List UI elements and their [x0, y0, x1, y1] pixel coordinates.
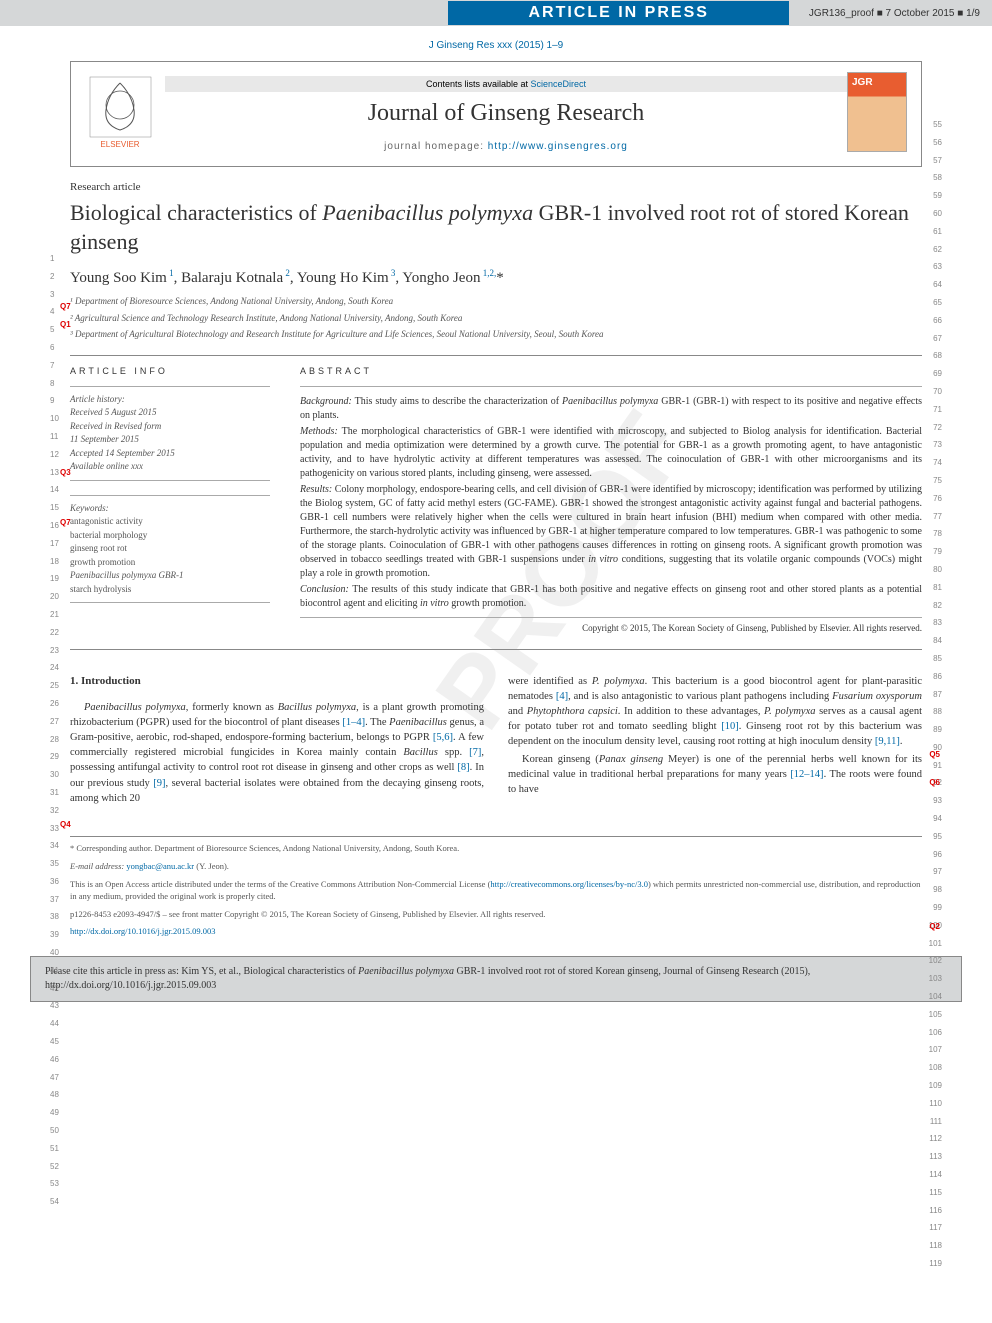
article-history: Article history: Received 5 August 2015 …	[70, 386, 270, 481]
body-column-left: 1. Introduction Paenibacillus polymyxa, …	[70, 674, 484, 808]
ref-link[interactable]: [12–14]	[790, 769, 823, 780]
ref-link[interactable]: [10]	[721, 721, 739, 732]
article-type: Research article	[70, 181, 922, 193]
footer-notes: * Corresponding author. Department of Bi…	[70, 836, 922, 938]
license-link[interactable]: http://creativecommons.org/licenses/by-n…	[490, 879, 648, 889]
ref-link[interactable]: [8]	[457, 762, 469, 773]
article-info-label: ARTICLE INFO	[70, 366, 270, 376]
header-center: Contents lists available at ScienceDirec…	[165, 72, 847, 152]
query-q5: Q5	[929, 750, 940, 759]
content-area: Research article Biological characterist…	[70, 181, 922, 938]
journal-citation: J Ginseng Res xxx (2015) 1–9	[0, 40, 992, 51]
homepage-link[interactable]: http://www.ginsengres.org	[488, 141, 628, 152]
journal-header: ELSEVIER Contents lists available at Sci…	[70, 61, 922, 167]
email-line: E-mail address: yongbac@anu.ac.kr (Y. Je…	[70, 861, 922, 873]
journal-homepage: journal homepage: http://www.ginsengres.…	[165, 141, 847, 152]
doi-link[interactable]: http://dx.doi.org/10.1016/j.jgr.2015.09.…	[70, 926, 216, 936]
page: ARTICLE IN PRESS JGR136_proof ■ 7 Octobe…	[0, 0, 992, 1323]
license-text: This is an Open Access article distribut…	[70, 879, 922, 903]
body-text: 1. Introduction Paenibacillus polymyxa, …	[70, 674, 922, 808]
abstract-copyright: Copyright © 2015, The Korean Society of …	[300, 617, 922, 635]
elsevier-logo: ELSEVIER	[85, 72, 155, 152]
query-q2: Q2	[929, 922, 940, 931]
ref-link[interactable]: [7]	[469, 747, 481, 758]
ref-link[interactable]: [1–4]	[342, 717, 365, 728]
ref-link[interactable]: [5,6]	[433, 732, 453, 743]
affiliation-1: ¹ Department of Bioresource Sciences, An…	[70, 295, 922, 308]
ref-link[interactable]: [4]	[556, 691, 568, 702]
abstract-label: ABSTRACT	[300, 366, 922, 376]
email-link[interactable]: yongbac@anu.ac.kr	[126, 861, 194, 871]
svg-text:ELSEVIER: ELSEVIER	[100, 140, 139, 149]
article-info-column: ARTICLE INFO Article history: Received 5…	[70, 366, 270, 635]
contents-available: Contents lists available at ScienceDirec…	[165, 76, 847, 92]
ref-link[interactable]: [9]	[153, 778, 165, 789]
affiliation-2: ² Agricultural Science and Technology Re…	[70, 312, 922, 325]
line-numbers-right: 5556575859606162636465666768697071727374…	[929, 116, 942, 1273]
article-in-press-badge: ARTICLE IN PRESS	[448, 1, 788, 25]
info-abstract-row: ARTICLE INFO Article history: Received 5…	[70, 366, 922, 635]
affiliation-3: ³ Department of Agricultural Biotechnolo…	[70, 328, 922, 341]
authors: Young Soo Kim 1, Balaraju Kotnala 2, You…	[70, 268, 922, 287]
proof-info: JGR136_proof ■ 7 October 2015 ■ 1/9	[809, 8, 980, 19]
journal-cover-thumbnail	[847, 72, 907, 152]
section-heading: 1. Introduction	[70, 674, 484, 690]
abstract-column: ABSTRACT Background: This study aims to …	[300, 366, 922, 635]
query-q6: Q6	[929, 778, 940, 787]
journal-name: Journal of Ginseng Research	[165, 100, 847, 127]
abstract-text: Background: This study aims to describe …	[300, 386, 922, 635]
keywords: Keywords: antagonistic activity bacteria…	[70, 495, 270, 604]
line-numbers-left: 1234567891011121314151617181920212223242…	[50, 250, 59, 1211]
article-title: Biological characteristics of Paenibacil…	[70, 199, 922, 256]
divider	[70, 355, 922, 356]
corresponding-author: * Corresponding author. Department of Bi…	[70, 843, 922, 855]
ref-link[interactable]: [9,11]	[875, 736, 900, 747]
proof-banner: ARTICLE IN PRESS JGR136_proof ■ 7 Octobe…	[0, 0, 992, 26]
body-column-right: were identified as P. polymyxa. This bac…	[508, 674, 922, 808]
divider	[70, 649, 922, 650]
sciencedirect-link[interactable]: ScienceDirect	[531, 79, 587, 89]
citation-box: Please cite this article in press as: Ki…	[30, 956, 962, 1002]
front-matter: p1226-8453 e2093-4947/$ – see front matt…	[70, 909, 922, 921]
